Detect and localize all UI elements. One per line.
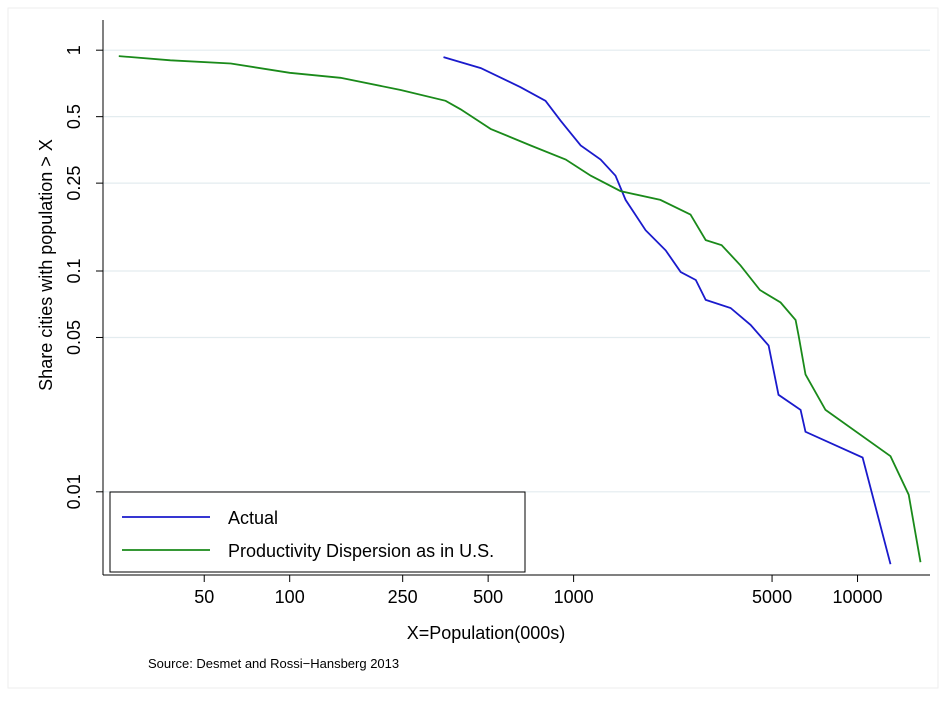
y-tick-label: 1 (64, 45, 84, 55)
legend-box (109, 491, 526, 573)
x-tick-label: 250 (388, 587, 418, 607)
source-note: Source: Desmet and Rossi−Hansberg 2013 (148, 656, 399, 671)
series-line (118, 55, 922, 563)
legend-label: Productivity Dispersion as in U.S. (228, 541, 494, 561)
x-tick-label: 500 (473, 587, 503, 607)
y-tick-label: 0.05 (64, 320, 84, 355)
y-tick-label: 0.5 (64, 104, 84, 129)
legend-label: Actual (228, 508, 278, 528)
legend: Actual Productivity Dispersion as in U.S. (109, 491, 526, 573)
series-line (443, 56, 892, 565)
y-tick-label: 0.25 (64, 166, 84, 201)
y-axis-label: Share cities with population > X (36, 139, 56, 391)
x-tick-label: 5000 (752, 587, 792, 607)
x-axis-label: X=Population(000s) (407, 623, 566, 643)
frame (7, 7, 939, 689)
x-tick-label: 1000 (554, 587, 594, 607)
y-tick-label: 0.01 (64, 474, 84, 509)
x-tick-label: 100 (275, 587, 305, 607)
x-tick-label: 10000 (832, 587, 882, 607)
x-tick-label: 50 (194, 587, 214, 607)
y-tick-label: 0.1 (64, 258, 84, 283)
